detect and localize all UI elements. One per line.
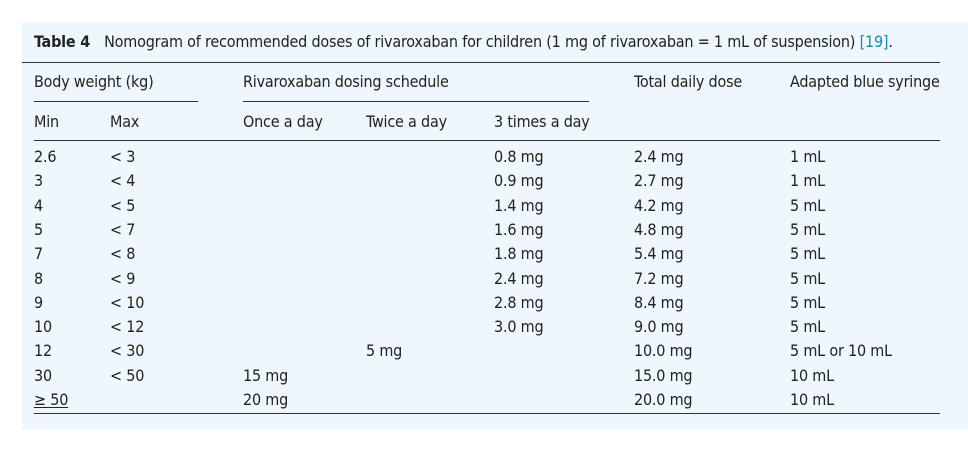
cell-syringe: 10 mL <box>790 390 834 409</box>
header-total-daily-dose: Total daily dose <box>634 72 743 91</box>
body-weight-rule <box>34 101 198 102</box>
table-row: 4 < 5 1.4 mg 4.2 mg 5 mL <box>0 196 968 220</box>
cell-max: < 12 <box>110 317 145 337</box>
cell-total: 7.2 mg <box>634 268 684 288</box>
cell-syringe: 5 mL <box>790 244 825 264</box>
cell-syringe: 5 mL <box>790 292 825 312</box>
table-caption: Table 4 Nomogram of recommended doses of … <box>34 32 893 51</box>
cell-min: 5 <box>34 219 43 239</box>
cell-max: < 30 <box>110 341 145 361</box>
table-panel <box>22 22 968 430</box>
table-row: 12 < 30 5 mg 10.0 mg 5 mL or 10 mL <box>0 341 968 365</box>
cell-total: 2.7 mg <box>634 171 684 191</box>
table-row: 5 < 7 1.6 mg 4.8 mg 5 mL <box>0 220 968 244</box>
header-twice-a-day: Twice a day <box>366 112 447 131</box>
cell-syringe: 1 mL <box>790 171 825 191</box>
table-row: 10 < 12 3.0 mg 9.0 mg 5 mL <box>0 317 968 341</box>
cell-syringe: 10 mL <box>790 365 834 385</box>
cell-min: 9 <box>34 292 43 312</box>
cell-min: 10 <box>34 317 52 337</box>
cell-total: 15.0 mg <box>634 365 693 385</box>
cell-syringe: 1 mL <box>790 147 825 166</box>
cell-max: < 5 <box>110 195 136 215</box>
cell-syringe: 5 mL <box>790 195 825 215</box>
header-bottom-rule <box>34 140 940 141</box>
cell-three: 1.6 mg <box>494 219 544 239</box>
table-label: Table 4 <box>34 32 91 51</box>
cell-min: 8 <box>34 268 43 288</box>
caption-end: . <box>888 32 893 51</box>
cell-total: 10.0 mg <box>634 341 693 361</box>
table-row: 8 < 9 2.4 mg 7.2 mg 5 mL <box>0 269 968 293</box>
cell-max: < 10 <box>110 292 145 312</box>
header-adapted-syringe: Adapted blue syringe <box>790 72 940 91</box>
cell-max: < 4 <box>110 171 136 191</box>
cell-min: 12 <box>34 341 52 361</box>
dosing-schedule-rule <box>243 101 589 102</box>
cell-three: 0.8 mg <box>494 147 544 166</box>
cell-three: 1.4 mg <box>494 195 544 215</box>
top-rule <box>22 62 940 63</box>
table-row: 9 < 10 2.8 mg 8.4 mg 5 mL <box>0 293 968 317</box>
cell-max: < 7 <box>110 219 136 239</box>
cell-total: 4.8 mg <box>634 219 684 239</box>
cell-syringe: 5 mL <box>790 268 825 288</box>
cell-max: < 50 <box>110 365 145 385</box>
cell-once: 20 mg <box>243 390 289 409</box>
cell-three: 2.4 mg <box>494 268 544 288</box>
caption-text: Nomogram of recommended doses of rivarox… <box>104 32 856 51</box>
cell-total: 5.4 mg <box>634 244 684 264</box>
table-row: 30 < 50 15 mg 15.0 mg 10 mL <box>0 366 968 390</box>
cell-syringe: 5 mL or 10 mL <box>790 341 892 361</box>
cell-min: 4 <box>34 195 43 215</box>
cell-total: 20.0 mg <box>634 390 693 409</box>
cell-min: 7 <box>34 244 43 264</box>
header-dosing-schedule: Rivaroxaban dosing schedule <box>243 72 449 91</box>
bottom-rule <box>34 413 940 414</box>
cell-min: 2.6 <box>34 147 57 166</box>
header-three-times-a-day: 3 times a day <box>494 112 590 131</box>
cell-total: 4.2 mg <box>634 195 684 215</box>
cell-three: 0.9 mg <box>494 171 544 191</box>
reference-link[interactable]: [19] <box>859 32 889 51</box>
cell-once: 15 mg <box>243 365 289 385</box>
header-max: Max <box>110 112 140 131</box>
table-row: ≥ 50 20 mg 20.0 mg 10 mL <box>0 390 968 414</box>
cell-three: 1.8 mg <box>494 244 544 264</box>
cell-total: 2.4 mg <box>634 147 684 166</box>
table-row: 2.6 < 3 0.8 mg 2.4 mg 1 mL <box>0 147 968 171</box>
cell-three: 2.8 mg <box>494 292 544 312</box>
cell-total: 9.0 mg <box>634 317 684 337</box>
cell-three: 3.0 mg <box>494 317 544 337</box>
cell-min: 30 <box>34 365 52 385</box>
cell-max: < 9 <box>110 268 136 288</box>
header-min: Min <box>34 112 59 131</box>
header-once-a-day: Once a day <box>243 112 323 131</box>
cell-min: ≥ 50 <box>34 390 69 409</box>
table-row: 3 < 4 0.9 mg 2.7 mg 1 mL <box>0 171 968 195</box>
cell-max: < 8 <box>110 244 136 264</box>
table-row: 7 < 8 1.8 mg 5.4 mg 5 mL <box>0 244 968 268</box>
header-body-weight: Body weight (kg) <box>34 72 154 91</box>
cell-max: < 3 <box>110 147 136 166</box>
cell-total: 8.4 mg <box>634 292 684 312</box>
cell-syringe: 5 mL <box>790 219 825 239</box>
cell-twice: 5 mg <box>366 341 403 361</box>
cell-syringe: 5 mL <box>790 317 825 337</box>
cell-min: 3 <box>34 171 43 191</box>
